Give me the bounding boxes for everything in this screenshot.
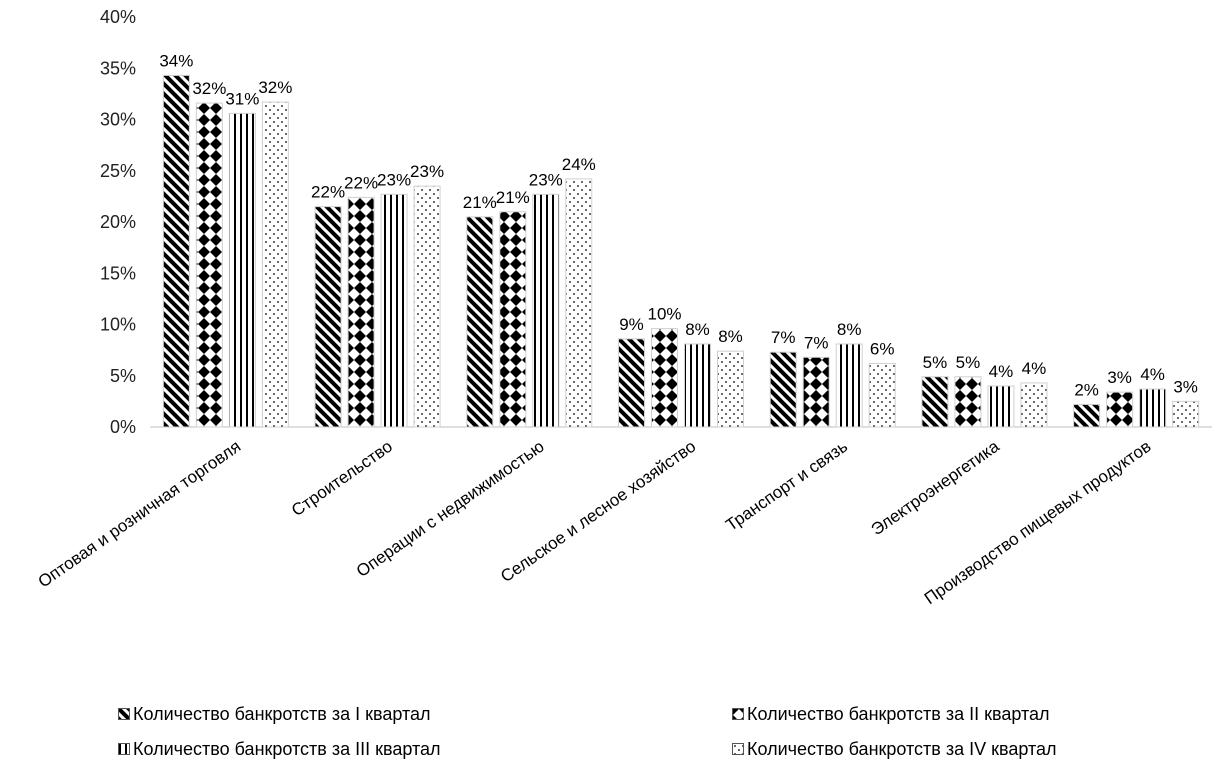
bar-q4-cat2 — [413, 185, 441, 428]
bar-q2-cat3 — [499, 211, 527, 428]
data-label-q3-cat1: 31% — [225, 89, 259, 108]
y-tick-label: 15% — [100, 263, 136, 283]
data-label-q4-cat6: 4% — [1022, 359, 1047, 378]
bar-q4-cat6 — [1020, 382, 1048, 428]
bar-q1-cat6 — [921, 376, 949, 428]
data-label-q1-cat5: 7% — [771, 328, 796, 347]
legend-item-q1: Количество банкротств за I квартал — [118, 703, 431, 725]
bar-q4-cat3 — [565, 178, 593, 428]
data-label-q3-cat7: 4% — [1140, 365, 1165, 384]
data-label-q1-cat4: 9% — [619, 315, 644, 334]
bar-q4-cat5 — [868, 362, 896, 428]
data-label-q2-cat7: 3% — [1107, 368, 1132, 387]
y-tick-label: 25% — [100, 161, 136, 181]
data-label-q2-cat2: 22% — [344, 173, 378, 192]
bar-q3-cat1 — [228, 112, 256, 428]
category-label: Строительство — [288, 437, 396, 520]
bar-q2-cat2 — [347, 196, 375, 428]
bar-q1-cat3 — [466, 216, 494, 428]
bar-q3-cat3 — [532, 193, 560, 428]
legend-label-q2: Количество банкротств за II квартал — [747, 703, 1050, 724]
bar-q4-cat7 — [1172, 400, 1200, 428]
data-label-q4-cat7: 3% — [1173, 377, 1198, 396]
data-label-q4-cat4: 8% — [718, 327, 743, 346]
legend-label-q1: Количество банкротств за I квартал — [133, 703, 431, 724]
y-tick-label: 20% — [100, 212, 136, 232]
data-label-q4-cat5: 6% — [870, 339, 895, 358]
legend-item-q2: Количество банкротств за II квартал — [732, 703, 1050, 725]
y-tick-label: 30% — [100, 110, 136, 130]
y-axis-tick-labels: 0% 5% 10% 15% 20% 25% 30% 35% 40% — [100, 7, 136, 437]
category-label: Транспорт и связь — [722, 437, 851, 535]
data-label-q1-cat7: 2% — [1074, 380, 1099, 399]
data-label-q1-cat6: 5% — [923, 353, 948, 372]
bar-q2-cat7 — [1106, 391, 1134, 428]
data-label-q4-cat1: 32% — [258, 78, 292, 97]
data-labels-group: 34%32%31%32%22%22%23%23%21%21%23%24%9%10… — [159, 51, 1198, 399]
bar-q3-cat2 — [380, 193, 408, 428]
bar-q4-cat4 — [717, 350, 744, 428]
bar-series-group — [162, 74, 1200, 428]
category-label: Оптовая и розничная торговля — [35, 437, 245, 592]
bar-q3-cat5 — [835, 343, 863, 428]
legend-swatch-diagonal — [118, 708, 130, 720]
data-label-q2-cat5: 7% — [804, 333, 829, 352]
data-label-q2-cat1: 32% — [192, 79, 226, 98]
data-label-q2-cat4: 10% — [647, 305, 681, 324]
legend-label-q4: Количество банкротств за IV квартал — [747, 738, 1057, 759]
legend-item-q4: Количество банкротств за IV квартал — [732, 738, 1057, 760]
legend-label-q3: Количество банкротств за III квартал — [133, 738, 441, 759]
bar-q3-cat4 — [684, 343, 711, 428]
data-label-q3-cat2: 23% — [377, 170, 411, 189]
bar-q2-cat5 — [802, 356, 830, 428]
y-tick-label: 10% — [100, 315, 136, 335]
y-tick-label: 5% — [110, 366, 136, 386]
bar-q2-cat4 — [651, 328, 678, 428]
data-label-q2-cat3: 21% — [496, 188, 530, 207]
legend: Количество банкротств за I квартал Колич… — [0, 698, 1215, 767]
bar-q3-cat6 — [987, 385, 1015, 428]
bar-q1-cat7 — [1073, 403, 1101, 428]
data-label-q1-cat1: 34% — [159, 51, 193, 70]
legend-swatch-vertical — [118, 743, 130, 755]
data-label-q3-cat5: 8% — [837, 320, 862, 339]
data-label-q2-cat6: 5% — [956, 353, 981, 372]
category-label: Электроэнергетика — [868, 436, 1004, 539]
bar-q1-cat2 — [314, 206, 342, 428]
legend-swatch-diamond — [732, 708, 744, 720]
bar-q3-cat7 — [1139, 388, 1167, 428]
y-tick-label: 40% — [100, 7, 136, 27]
y-tick-label: 0% — [110, 417, 136, 437]
bar-q4-cat1 — [261, 101, 289, 428]
data-label-q3-cat6: 4% — [989, 362, 1014, 381]
bar-q1-cat5 — [769, 351, 797, 428]
legend-swatch-dots — [732, 743, 744, 755]
bar-q1-cat4 — [618, 338, 645, 428]
data-label-q4-cat3: 24% — [562, 155, 596, 174]
data-label-q3-cat4: 8% — [685, 320, 710, 339]
data-label-q1-cat3: 21% — [463, 193, 497, 212]
data-label-q4-cat2: 23% — [410, 162, 444, 181]
bar-chart: 0% 5% 10% 15% 20% 25% 30% 35% 40% 34% 32%31%32% 22… — [35, 7, 1212, 608]
legend-item-q3: Количество банкротств за III квартал — [118, 738, 441, 760]
x-axis-category-labels: Оптовая и розничная торговля Строительств… — [35, 436, 1155, 608]
data-label-q3-cat3: 23% — [529, 170, 563, 189]
y-tick-label: 35% — [100, 58, 136, 78]
bar-q2-cat1 — [195, 102, 223, 428]
data-label-q1-cat2: 22% — [311, 183, 345, 202]
bar-q1-cat1 — [162, 74, 190, 428]
bar-q2-cat6 — [954, 376, 982, 428]
